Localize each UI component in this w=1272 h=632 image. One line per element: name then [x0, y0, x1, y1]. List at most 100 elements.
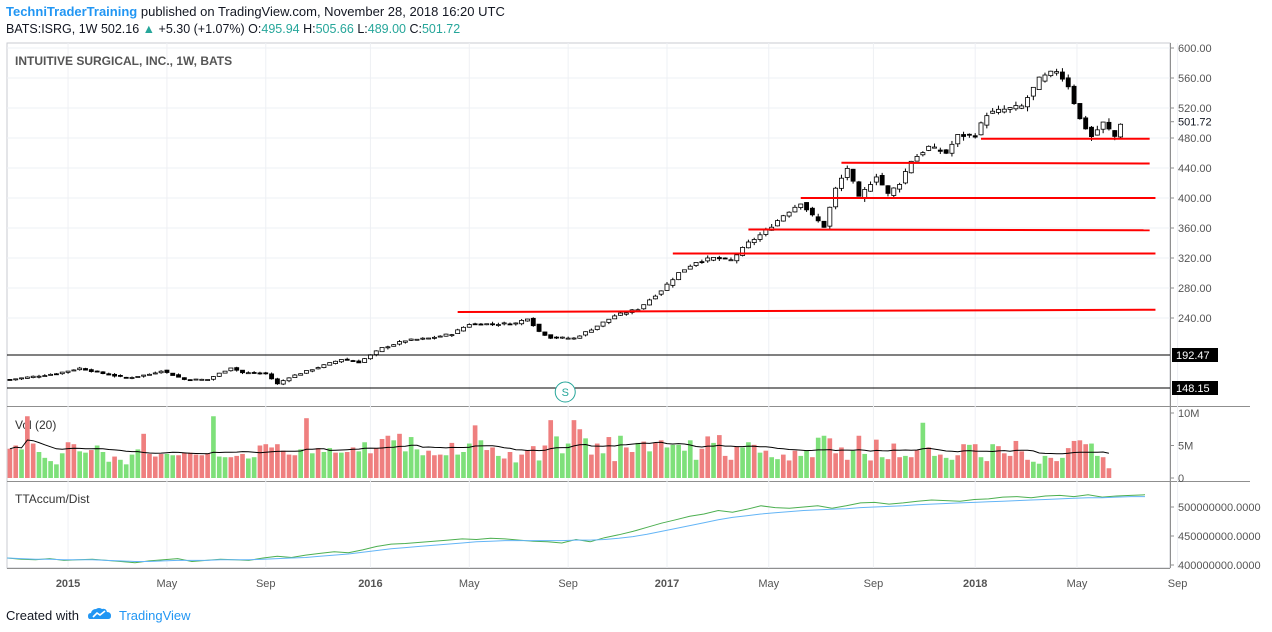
candle	[106, 373, 112, 376]
candle	[571, 337, 577, 340]
volume-bar	[879, 457, 885, 478]
volume-bar	[850, 450, 856, 478]
low-label: L:	[357, 22, 368, 36]
volume-bar	[71, 444, 77, 478]
y-tick-label: 320.00	[1178, 253, 1212, 265]
volume-bar	[379, 439, 385, 478]
level-label: 148.15	[1176, 383, 1210, 395]
candle	[199, 378, 205, 381]
candle	[844, 168, 850, 178]
candle	[676, 272, 682, 281]
author-link[interactable]: TechniTraderTraining	[6, 4, 138, 19]
candle	[24, 376, 30, 379]
candle	[868, 184, 873, 192]
volume-bar	[728, 459, 734, 478]
volume-bar	[1001, 453, 1007, 478]
volume-bar	[676, 444, 681, 478]
volume-bar	[1031, 461, 1036, 478]
price-change: +5.30 (+1.07%)	[158, 22, 245, 36]
volume-bar	[228, 457, 234, 478]
candle	[402, 340, 408, 343]
candle	[716, 257, 722, 260]
candle	[920, 152, 926, 156]
volume-bar	[856, 435, 862, 478]
candle	[466, 324, 472, 328]
volume-bar	[298, 449, 303, 478]
candle	[350, 360, 356, 362]
candle	[1118, 123, 1124, 138]
candle	[565, 337, 571, 340]
candle	[88, 369, 94, 372]
volume-bar	[88, 450, 94, 478]
volume-bar	[356, 451, 362, 478]
candle	[804, 202, 809, 211]
candle	[908, 160, 914, 174]
ohlc-header: BATS:ISRG, 1W 502.16 ▲ +5.30 (+1.07%) O:…	[6, 22, 460, 36]
volume-bar	[821, 435, 827, 478]
y-tick-label: 400.00	[1178, 193, 1212, 205]
accum-tick-label: 450000000.0000	[1178, 531, 1261, 543]
volume-bar	[786, 460, 792, 478]
candle	[147, 373, 152, 376]
x-tick-label: May	[758, 578, 779, 590]
volume-bar	[112, 456, 117, 478]
x-tick-label: 2018	[963, 578, 987, 590]
candle	[437, 335, 443, 338]
candle	[286, 377, 292, 382]
candle	[1077, 103, 1083, 120]
candle	[240, 369, 245, 374]
accum-tick-label: 400000000.0000	[1178, 560, 1261, 572]
candle	[577, 335, 583, 339]
volume-bar	[25, 416, 30, 478]
candle	[472, 323, 478, 326]
candle	[978, 122, 984, 136]
volume-bar	[734, 446, 740, 478]
candle	[798, 203, 804, 208]
level-label-bg	[1172, 381, 1218, 395]
candle	[641, 304, 647, 310]
volume-bar	[1083, 444, 1089, 478]
candle	[943, 149, 949, 154]
volume-bar	[717, 435, 722, 478]
candle	[658, 290, 664, 295]
volume-bar	[658, 440, 664, 478]
candle	[664, 283, 670, 291]
candle	[309, 369, 315, 372]
candle	[809, 207, 815, 216]
candle	[647, 299, 652, 306]
volume-bar	[874, 439, 879, 478]
high-label: H:	[303, 22, 316, 36]
candle	[618, 312, 623, 316]
volume-bar	[943, 457, 949, 478]
candle	[1112, 130, 1118, 137]
volume-bar	[618, 435, 623, 478]
last-price: 502.16	[100, 22, 140, 36]
candle	[123, 376, 129, 379]
volume-bar	[193, 454, 199, 478]
volume-bar	[275, 444, 280, 478]
tradingview-brand[interactable]: TradingView	[118, 608, 191, 623]
candle	[1007, 107, 1013, 110]
volume-bar	[827, 438, 833, 478]
volume-bar	[437, 454, 443, 478]
candle	[815, 216, 821, 222]
candle	[536, 323, 542, 332]
created-with-text: Created with	[6, 608, 79, 623]
candle	[873, 176, 879, 183]
candle	[513, 322, 519, 325]
candle	[914, 156, 920, 162]
volume-bar	[635, 442, 641, 478]
volume-bar	[839, 447, 844, 478]
candle	[158, 370, 164, 374]
volume-bar	[757, 452, 763, 478]
volume-bar	[1071, 440, 1077, 478]
volume-bar	[641, 441, 647, 478]
candle	[926, 145, 932, 151]
candle	[65, 370, 71, 373]
candle	[431, 336, 437, 339]
candle	[722, 257, 728, 260]
volume-bar	[577, 429, 583, 478]
volume-bar	[525, 450, 530, 478]
tradingview-logo-icon[interactable]	[87, 606, 113, 625]
